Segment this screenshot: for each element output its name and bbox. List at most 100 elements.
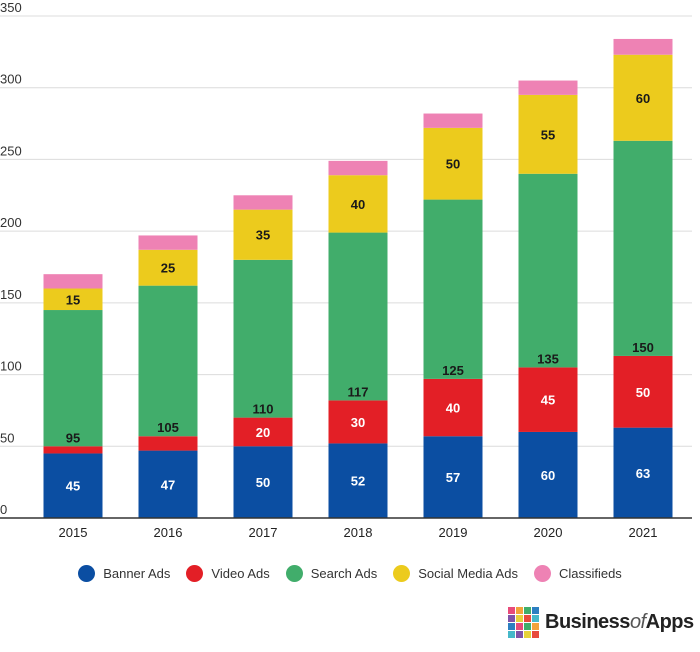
data-label: 117: [348, 384, 369, 399]
logo-word-of: of: [629, 611, 646, 633]
bar-segment: [233, 209, 293, 260]
legend-label-social-media-ads: Social Media Ads: [418, 566, 518, 581]
bar-segment: [328, 175, 388, 233]
bar-segment: [138, 450, 198, 518]
legend-label-banner-ads: Banner Ads: [103, 566, 171, 581]
data-label: 20: [256, 425, 270, 440]
legend-swatch-search-ads: [285, 565, 303, 582]
legend-item-search-ads: Search Ads: [285, 565, 378, 582]
x-tick-label: 2017: [249, 525, 278, 540]
data-label: 30: [351, 415, 365, 430]
legend-swatch-classifieds: [533, 565, 551, 582]
bar-segment: [423, 113, 483, 128]
bar-segment: [43, 310, 103, 447]
bar-segment: [43, 453, 103, 518]
logo-grid-cell: [532, 623, 539, 630]
logo-grid-cell: [532, 631, 539, 638]
legend-item-video-ads: Video Ads: [186, 565, 270, 582]
data-label: 110: [253, 402, 274, 417]
bar-segment: [423, 127, 483, 200]
logo-grid-cell: [508, 623, 515, 630]
bar-segment: [233, 195, 293, 210]
logo-grid-cell: [524, 615, 531, 622]
legend-swatch-banner-ads: [78, 565, 96, 582]
logo-grid-cell: [516, 607, 523, 614]
data-label: 50: [446, 157, 460, 172]
bar-segment: [613, 427, 673, 518]
x-tick-label: 2019: [439, 525, 468, 540]
bar-segment: [613, 140, 673, 356]
legend-item-banner-ads: Banner Ads: [78, 565, 170, 582]
bar-segment: [518, 80, 578, 95]
logo-grid-cell: [524, 623, 531, 630]
logo-grid-cell: [524, 607, 531, 614]
x-tick-label: 2021: [629, 525, 658, 540]
logo-grid-cell: [508, 615, 515, 622]
legend-label-video-ads: Video Ads: [211, 566, 270, 581]
business-of-apps-logo: BusinessofApps: [508, 607, 694, 638]
bar-segment: [138, 285, 198, 437]
legend-label-search-ads: Search Ads: [310, 566, 378, 581]
legend-label-classifieds: Classifieds: [558, 566, 622, 581]
bar-segment: [613, 38, 673, 55]
data-label: 35: [256, 228, 270, 243]
logo-grid-cell: [508, 631, 515, 638]
legend-swatch-social-media-ads: [393, 565, 411, 582]
bar-segment: [43, 446, 103, 454]
bar-segment: [328, 400, 388, 444]
data-label: 45: [541, 393, 555, 408]
legend-item-classifieds: Classifieds: [533, 565, 622, 582]
bar-segment: [613, 355, 673, 428]
x-tick-label: 2018: [344, 525, 373, 540]
bar-segment: [328, 232, 388, 401]
bar-segment: [43, 274, 103, 289]
bar-segment: [138, 436, 198, 451]
bar-segment: [138, 235, 198, 250]
data-label: 150: [632, 340, 654, 355]
data-label: 50: [256, 475, 270, 490]
bar-segment: [518, 367, 578, 432]
logo-wordmark: BusinessofApps: [545, 611, 694, 634]
y-tick-label: 200: [0, 215, 22, 230]
y-tick-label: 50: [0, 430, 14, 445]
y-tick-label: 150: [0, 287, 22, 302]
bar-segment: [328, 160, 388, 176]
logo-grid-cell: [516, 623, 523, 630]
logo-grid-cell: [516, 615, 523, 622]
data-label: 40: [351, 197, 365, 212]
bar-segment: [233, 417, 293, 447]
bar-segment: [518, 94, 578, 174]
data-label: 15: [66, 292, 80, 307]
data-label: 135: [537, 351, 559, 366]
data-label: 60: [636, 91, 650, 106]
data-label: 60: [541, 468, 555, 483]
bar-segment: [138, 249, 198, 286]
data-label: 52: [351, 474, 365, 489]
y-tick-label: 250: [0, 143, 22, 158]
data-label: 125: [442, 363, 464, 378]
chart-legend: Banner Ads Video Ads Search Ads Social M…: [0, 565, 700, 582]
bar-segment: [518, 173, 578, 368]
bar-segment: [43, 288, 103, 311]
logo-word-business: Business: [545, 611, 630, 633]
data-label: 47: [161, 477, 175, 492]
data-label: 45: [66, 479, 80, 494]
legend-swatch-video-ads: [186, 565, 204, 582]
y-tick-label: 300: [0, 72, 22, 87]
data-label: 95: [66, 430, 80, 445]
logo-grid-icon: [508, 607, 539, 638]
bar-segment: [518, 431, 578, 518]
logo-grid-cell: [508, 607, 515, 614]
logo-grid-cell: [532, 615, 539, 622]
x-tick-label: 2016: [154, 525, 183, 540]
data-label: 57: [446, 470, 460, 485]
x-tick-label: 2020: [534, 525, 563, 540]
logo-grid-cell: [516, 631, 523, 638]
bar-segment: [328, 443, 388, 518]
x-tick-label: 2015: [59, 525, 88, 540]
logo-word-apps: Apps: [645, 611, 695, 633]
data-label: 63: [636, 466, 650, 481]
stacked-bar-chart: 0 50 100 150 200 250 300 350 45 95 15 2015 47 105 25 20…: [0, 0, 692, 540]
data-label: 50: [636, 385, 650, 400]
bar-segment: [423, 436, 483, 518]
